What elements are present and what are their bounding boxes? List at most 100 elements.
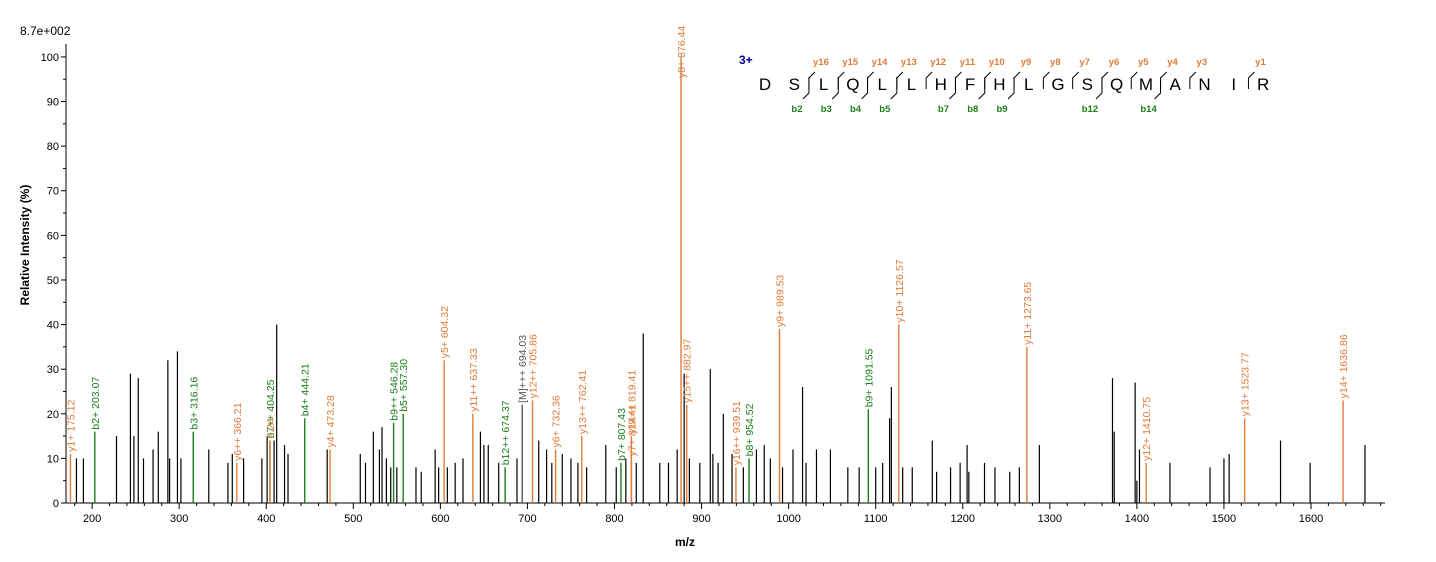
x-tick-label: 500 bbox=[344, 513, 362, 525]
peak-label: y14+ 1636.86 bbox=[1338, 334, 1350, 398]
peak-label: y8+ 876.44 bbox=[676, 26, 688, 78]
b-ion-bracket bbox=[949, 77, 956, 100]
y-ion-bracket bbox=[867, 71, 874, 89]
peak-label: y9+ 989.53 bbox=[775, 275, 787, 327]
y-ion-bracket bbox=[896, 71, 904, 89]
y-ion-label: y16 bbox=[813, 57, 829, 68]
y-ion-label: y12 bbox=[930, 57, 946, 68]
x-tick-label: 1600 bbox=[1299, 513, 1323, 525]
sequence-residue: S bbox=[1082, 75, 1093, 94]
peak-label: y15++ 882.97 bbox=[682, 339, 694, 403]
b-ion-label: b7 bbox=[938, 104, 949, 115]
y-ion-label: y6 bbox=[1109, 57, 1120, 68]
b-ion-bracket bbox=[861, 77, 869, 100]
peak-label: b9+ 1091.55 bbox=[863, 348, 875, 407]
peak-label: y11++ 637.33 bbox=[468, 348, 480, 412]
peak-label: y14++ 819.41 bbox=[626, 370, 638, 434]
b-ion-bracket bbox=[1007, 77, 1015, 100]
y-tick-label: 10 bbox=[47, 453, 59, 465]
peak-label: y12++ 705.86 bbox=[528, 334, 540, 398]
b-ion-label: b8 bbox=[967, 104, 978, 115]
y-tick-label: 0 bbox=[53, 498, 59, 510]
peak-label: b12++ 674.37 bbox=[500, 400, 512, 465]
max-intensity-label: 8.7e+002 bbox=[20, 24, 71, 38]
y-axis-title: Relative Intensity (%) bbox=[18, 185, 32, 306]
peak-label: y4+ 473.28 bbox=[325, 395, 337, 447]
sequence-residue: A bbox=[1170, 75, 1182, 94]
peak-label: b7+ 807.43 bbox=[616, 408, 628, 461]
y-ion-label: y7 bbox=[1079, 57, 1090, 68]
y-tick-label: 40 bbox=[47, 320, 59, 332]
y-ion-label: y5 bbox=[1138, 57, 1149, 68]
sequence-residue: H bbox=[993, 75, 1005, 94]
peak-label: y6++ 366.21 bbox=[232, 402, 244, 461]
b-ion-bracket bbox=[1154, 77, 1162, 100]
b-ion-bracket bbox=[802, 77, 810, 100]
b-ion-bracket bbox=[890, 77, 898, 100]
y-tick-label: 70 bbox=[47, 186, 59, 198]
y-tick-label: 80 bbox=[47, 141, 59, 153]
b-ion-label: b5 bbox=[879, 104, 891, 115]
b-ion-bracket bbox=[1095, 77, 1103, 100]
x-tick-label: 800 bbox=[605, 513, 623, 525]
x-axis: 200 300 400 500 600 700 800 900 1000 1100 1200 1300… bbox=[66, 502, 1385, 525]
x-tick-label: 700 bbox=[518, 513, 536, 525]
b-ion-bracket bbox=[978, 77, 986, 100]
peak-label: y5+ 604.32 bbox=[439, 306, 451, 358]
b-ion-label: b3 bbox=[821, 104, 832, 115]
peak-label: y1+ 175.12 bbox=[66, 399, 78, 451]
sequence-residue: L bbox=[907, 75, 916, 94]
peak-label: y6+ 732.36 bbox=[551, 395, 563, 447]
x-tick-label: 1500 bbox=[1212, 513, 1236, 525]
y-ion-label: y11 bbox=[960, 57, 976, 68]
sequence-residue: L bbox=[877, 75, 886, 94]
b-ion-label: b4 bbox=[850, 104, 862, 115]
y-ion-label: y13 bbox=[901, 57, 917, 68]
y-ion-bracket bbox=[1160, 71, 1167, 89]
y-ion-label: y1 bbox=[1255, 57, 1266, 68]
y-ion-bracket bbox=[1189, 71, 1197, 89]
sequence-residue: H bbox=[935, 75, 947, 94]
x-tick-label: 900 bbox=[692, 513, 710, 525]
sequence-residue: G bbox=[1051, 75, 1064, 94]
y-ion-bracket bbox=[1101, 71, 1109, 89]
sequence-residue: F bbox=[965, 75, 975, 94]
b-ion-label: b2 bbox=[791, 104, 802, 115]
y-ion-bracket bbox=[954, 71, 962, 89]
peaks bbox=[69, 56, 1366, 503]
x-tick-label: 1300 bbox=[1038, 513, 1062, 525]
x-axis-title: m/z bbox=[675, 535, 695, 549]
y-ion-label: y14 bbox=[872, 57, 889, 68]
y-tick-label: 30 bbox=[47, 364, 59, 376]
y-tick-label: 20 bbox=[47, 409, 59, 421]
y-ion-bracket bbox=[1013, 71, 1021, 89]
peak-labels: y1+ 175.12 b2+ 203.07 b3+ 316.16 y6++ 366.2… bbox=[66, 26, 1351, 466]
sequence-residue: Q bbox=[1110, 75, 1123, 94]
b-ion-label: b9 bbox=[997, 104, 1008, 115]
peak-label: b5+ 557.30 bbox=[398, 359, 410, 412]
peak-label: b2+ 203.07 bbox=[90, 377, 102, 430]
y-tick-label: 50 bbox=[47, 275, 59, 287]
y-ion-label: y3 bbox=[1197, 57, 1208, 68]
x-tick-label: 300 bbox=[170, 513, 188, 525]
y-ion-bracket bbox=[1247, 71, 1255, 89]
peak-label: y13+ 1523.77 bbox=[1240, 352, 1252, 416]
sequence-residue: D bbox=[759, 75, 771, 94]
y-ion-bracket bbox=[1130, 71, 1138, 89]
x-tick-label: 1100 bbox=[864, 513, 888, 525]
y-ion-bracket bbox=[837, 71, 845, 89]
sequence-residue: N bbox=[1198, 75, 1210, 94]
y-ion-label: y9 bbox=[1021, 57, 1032, 68]
peak-label: y16++ 939.51 bbox=[731, 401, 743, 465]
charge-label: 3+ bbox=[739, 53, 753, 67]
sequence-residue: S bbox=[789, 75, 800, 94]
y-ion-bracket bbox=[984, 71, 992, 89]
y-ion-label: y10 bbox=[989, 57, 1005, 68]
b-ion-label: b14 bbox=[1140, 104, 1157, 115]
x-tick-label: 200 bbox=[83, 513, 101, 525]
y-axis: 0 10 20 30 40 50 60 70 80 90 100 bbox=[41, 44, 67, 510]
peak-label: y12+ 1410.75 bbox=[1141, 397, 1153, 461]
peak-label: 2.24 bbox=[265, 418, 277, 439]
